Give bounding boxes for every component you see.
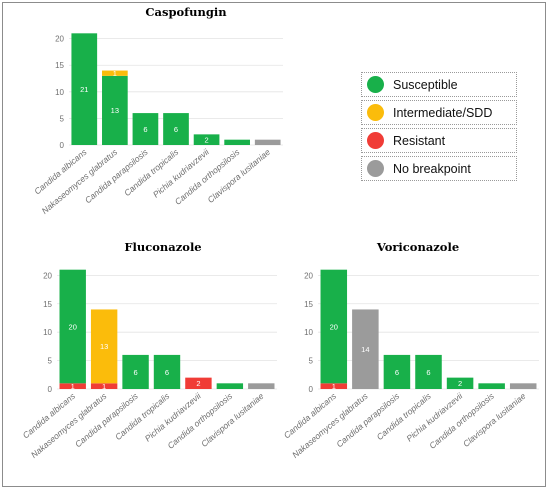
legend-item: Susceptible — [361, 72, 517, 97]
data-label: 6 — [174, 125, 178, 134]
bar-segment — [102, 75, 128, 145]
y-tick-label: 0 — [60, 141, 65, 150]
bar-segment — [71, 33, 98, 146]
data-label: 6 — [426, 368, 430, 377]
legend-label: Resistant — [393, 133, 446, 148]
data-label: 6 — [143, 125, 147, 134]
legend-label: Susceptible — [393, 77, 458, 92]
x-tick-label: Candida albicans — [21, 390, 78, 440]
chart-caspofungin: Caspofungin 0 5 10 15 20 21 13 1 6 6 2 Candida albi… — [32, 5, 283, 216]
y-tick-label: 5 — [309, 357, 314, 366]
chart-fluconazole: Fluconazole 0 5 10 15 20 20 1 13 1 6 6 2 Candida alb… — [21, 240, 277, 460]
legend-swatch — [367, 104, 384, 121]
data-label: 2 — [458, 379, 462, 388]
bar-segment — [446, 377, 474, 389]
legend-item: Resistant — [361, 128, 517, 153]
data-label: 6 — [133, 368, 137, 377]
bar-segment — [163, 113, 189, 145]
data-label: 20 — [69, 322, 77, 331]
data-label: 1 — [113, 69, 117, 78]
y-tick-label: 10 — [43, 328, 52, 337]
data-label: 6 — [165, 368, 169, 377]
legend-label: Intermediate/SDD — [393, 105, 493, 120]
bar-segment — [509, 383, 537, 389]
chart-title: Fluconazole — [124, 240, 201, 254]
y-tick-label: 10 — [55, 88, 64, 97]
bar-segment — [224, 139, 250, 145]
bar-segment — [415, 354, 442, 389]
x-tick-label: Candida tropicalis — [113, 390, 172, 442]
legend: Susceptible Intermediate/SDD Resistant No b… — [361, 72, 517, 184]
data-label: 13 — [111, 106, 119, 115]
y-tick-label: 20 — [43, 271, 52, 280]
bar-segment — [248, 383, 275, 389]
y-tick-label: 5 — [60, 114, 65, 123]
legend-swatch — [367, 132, 384, 149]
data-label: 2 — [196, 379, 200, 388]
bar-segment — [102, 70, 128, 76]
y-tick-label: 0 — [309, 385, 314, 394]
bar-segment — [352, 309, 379, 389]
data-label: 6 — [395, 368, 399, 377]
data-label: 1 — [102, 382, 106, 391]
y-tick-label: 15 — [55, 61, 64, 70]
chart-title: Voriconazole — [376, 240, 459, 254]
legend-item: Intermediate/SDD — [361, 100, 517, 125]
legend-item: No breakpoint — [361, 156, 517, 181]
data-label: 20 — [330, 322, 338, 331]
bar-segment — [90, 309, 118, 384]
legend-label: No breakpoint — [393, 161, 471, 176]
y-tick-label: 15 — [43, 300, 52, 309]
y-tick-label: 15 — [304, 300, 313, 309]
bar-segment — [254, 139, 281, 145]
y-tick-label: 0 — [48, 385, 53, 394]
data-label: 1 — [332, 382, 336, 391]
chart-title: Caspofungin — [145, 5, 227, 19]
x-tick-label: Candida tropicalis — [375, 390, 434, 442]
x-tick-label: Candida albicans — [32, 146, 89, 196]
bar-segment — [320, 383, 348, 389]
data-label: 21 — [80, 85, 88, 94]
bar-segment — [478, 383, 505, 389]
bar-segment — [383, 354, 411, 389]
bar-segment — [185, 377, 212, 389]
x-tick-label: Candida albicans — [282, 390, 339, 440]
bar-segment — [90, 383, 118, 389]
bar-segment — [59, 269, 86, 384]
data-label: 14 — [361, 345, 369, 354]
data-label: 1 — [71, 382, 75, 391]
bar-segment — [320, 269, 348, 384]
bar-segment — [193, 134, 220, 145]
bar-segment — [59, 383, 86, 389]
y-tick-label: 10 — [304, 328, 313, 337]
y-tick-label: 20 — [55, 35, 64, 44]
y-tick-label: 20 — [304, 271, 313, 280]
legend-swatch — [367, 76, 384, 93]
y-tick-label: 5 — [48, 357, 53, 366]
data-label: 2 — [204, 135, 208, 144]
legend-swatch — [367, 160, 384, 177]
chart-voriconazole: Voriconazole 0 5 10 15 20 20 1 14 6 6 2 Candida alb… — [282, 240, 539, 460]
data-label: 13 — [100, 342, 108, 351]
bar-segment — [216, 383, 244, 389]
bar-segment — [132, 113, 159, 145]
bar-segment — [153, 354, 181, 389]
bar-segment — [122, 354, 149, 389]
x-tick-label: Pichia kudriavzevii — [404, 390, 465, 443]
